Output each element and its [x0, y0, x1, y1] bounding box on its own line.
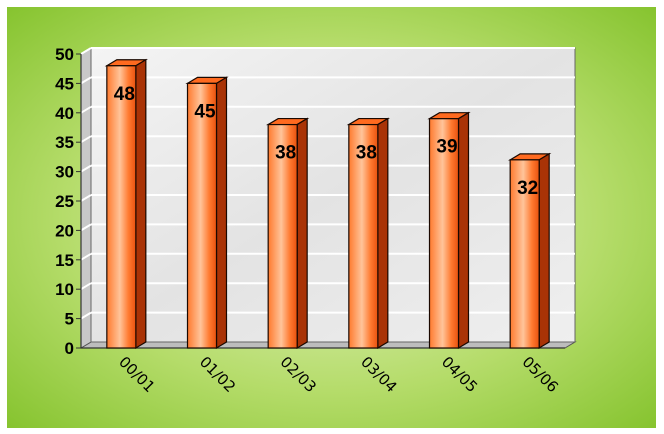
y-tick-label: 35 — [55, 133, 74, 152]
gridline-wall — [80, 164, 92, 173]
bar-front-face — [267, 123, 298, 349]
bar-side-face — [457, 111, 470, 350]
data-labels: 48 45 38 38 39 32 — [114, 84, 538, 199]
bar — [346, 117, 390, 350]
bar — [185, 76, 229, 350]
bar — [508, 152, 552, 350]
y-axis-ticks: 0 5 10 15 20 25 30 35 40 45 50 — [55, 45, 81, 358]
data-label: 39 — [436, 137, 457, 158]
data-label: 38 — [356, 143, 377, 164]
data-label: 48 — [114, 84, 135, 105]
bar-side-face — [377, 117, 389, 350]
y-tick-label: 10 — [55, 280, 74, 299]
y-tick-label: 15 — [55, 251, 74, 270]
bar-side-face — [296, 117, 308, 350]
gridline-wall — [80, 76, 92, 85]
bar-front-face — [509, 159, 540, 349]
y-tick-label: 20 — [55, 221, 74, 240]
gridline-wall — [80, 47, 92, 55]
bar — [266, 117, 310, 350]
y-tick-label: 25 — [55, 192, 74, 211]
y-tick-label: 5 — [65, 310, 74, 329]
gridline-wall — [80, 194, 92, 202]
y-tick-label: 0 — [65, 339, 74, 358]
gridline-wall — [80, 105, 92, 114]
gridline-wall — [80, 223, 92, 232]
bar-side-face — [538, 152, 550, 350]
bar — [104, 58, 148, 350]
data-label: 45 — [194, 101, 216, 122]
data-label: 32 — [517, 178, 538, 199]
bar-side-face — [135, 58, 147, 350]
bar — [427, 111, 471, 350]
bar-front-face — [186, 82, 218, 349]
y-tick-label: 40 — [55, 104, 74, 123]
gridline-wall — [80, 252, 92, 261]
gridline-wall — [80, 311, 92, 320]
gridline-wall — [80, 135, 92, 144]
bar-side-face — [215, 76, 228, 350]
data-label: 38 — [275, 143, 296, 164]
y-tick-label: 45 — [55, 74, 74, 93]
y-tick-label: 50 — [55, 45, 74, 64]
bars — [104, 58, 552, 350]
y-tick-label: 30 — [55, 163, 74, 182]
gridline-wall — [80, 282, 92, 291]
bar-front-face — [428, 118, 460, 349]
bar-front-face — [348, 123, 379, 349]
bar-front-face — [106, 65, 137, 349]
chart-frame: 0 5 10 15 20 25 30 35 40 45 50 48 45 38 38 39 32 00/01 0… — [7, 7, 656, 428]
gridlines — [80, 47, 575, 320]
plot-floor — [79, 341, 577, 349]
